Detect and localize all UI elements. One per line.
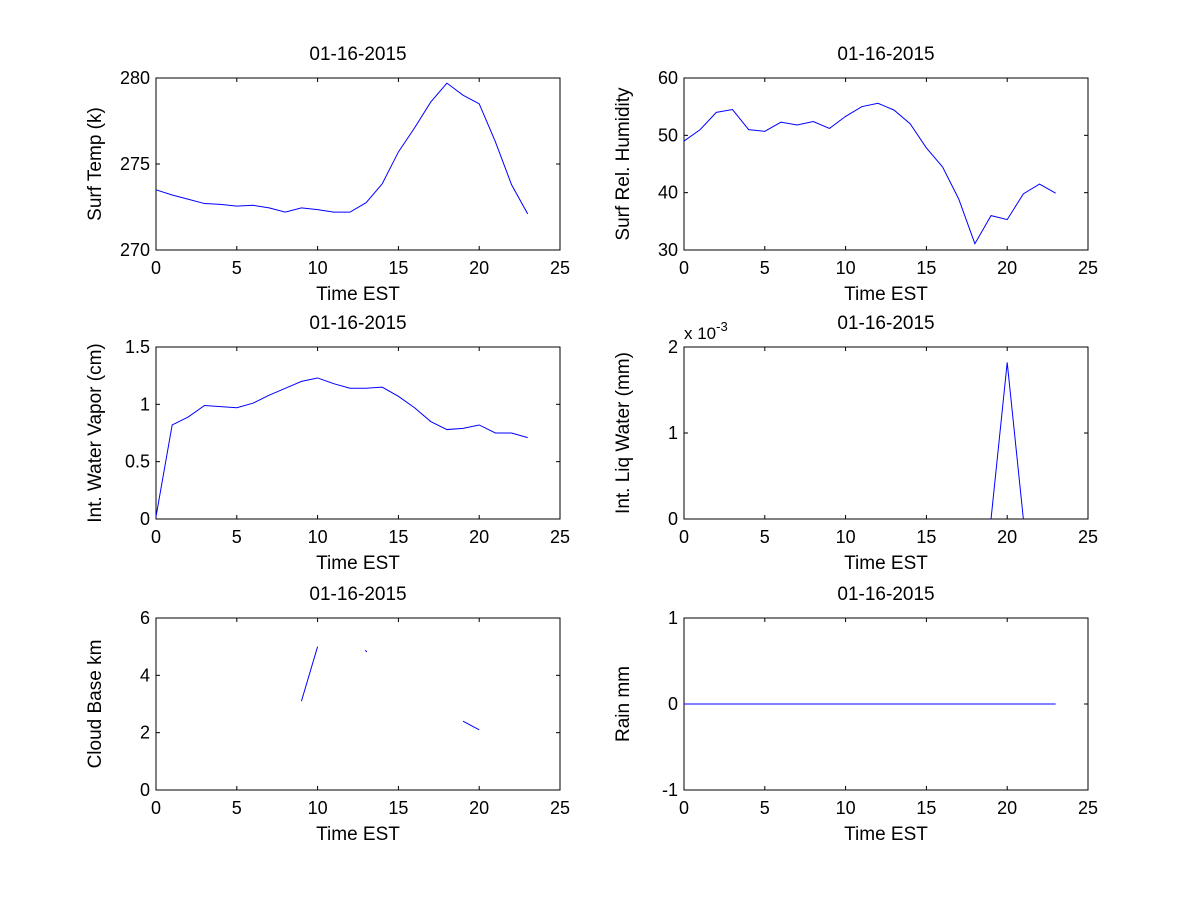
x-tick-label: 25 [1078, 798, 1098, 818]
x-tick-label: 10 [836, 527, 856, 547]
x-tick-label: 20 [997, 258, 1017, 278]
x-tick-label: 25 [550, 527, 570, 547]
y-tick-label: 1.5 [125, 337, 150, 357]
subplot-5: 0 5 10 15 20 25 0 2 4 6 01-16-2015 Time EST Cloud Ba… [85, 584, 570, 845]
x-tick-label: 25 [550, 798, 570, 818]
y-tick-label: 50 [658, 125, 678, 145]
axes-frame [683, 77, 1089, 251]
y-axis-label: Surf Temp (k) [85, 107, 106, 221]
x-tick-label: 5 [232, 527, 242, 547]
y-tick-label: 2 [140, 723, 150, 743]
x-tick-label: 20 [997, 527, 1017, 547]
x-tick-label: 10 [308, 798, 328, 818]
x-tick-label: 0 [679, 527, 689, 547]
x-tick-label: 0 [151, 527, 161, 547]
x-axis-label: Time EST [316, 553, 400, 574]
axes-frame [155, 77, 561, 251]
x-tick-label: 0 [679, 798, 689, 818]
x-tick-label: 20 [997, 798, 1017, 818]
x-tick-label: 5 [232, 258, 242, 278]
y-tick-label: 6 [140, 608, 150, 628]
axes-frame [683, 346, 1089, 520]
x-tick-label: 5 [760, 258, 770, 278]
x-tick-label: 20 [469, 258, 489, 278]
x-tick-label: 15 [916, 527, 936, 547]
x-tick-label: 15 [916, 258, 936, 278]
x-tick-label: 25 [550, 258, 570, 278]
y-axis-label: Int. Water Vapor (cm) [85, 343, 106, 522]
subplot-3: 0 5 10 15 20 25 0 0.5 1 1.5 01-16-2015 Time EST Int.… [85, 313, 570, 574]
x-tick-label: 15 [388, 258, 408, 278]
x-tick-label: 10 [836, 258, 856, 278]
axes-frame [155, 346, 561, 520]
y-tick-label: 280 [120, 68, 150, 88]
x-tick-label: 25 [1078, 527, 1098, 547]
y-tick-label: -1 [662, 780, 678, 800]
series-line-2 [364, 650, 368, 653]
y-tick-label: 0 [668, 694, 678, 714]
y-tick-label: 0 [668, 509, 678, 529]
series-line-1 [990, 362, 1024, 520]
x-tick-label: 15 [388, 527, 408, 547]
series-line-1 [683, 102, 1056, 245]
x-tick-label: 10 [308, 527, 328, 547]
x-tick-label: 5 [760, 527, 770, 547]
y-tick-label: 0 [140, 509, 150, 529]
y-tick-label: 30 [658, 240, 678, 260]
x-tick-label: 0 [151, 798, 161, 818]
series-line-1 [300, 646, 319, 702]
subplot-title: 01-16-2015 [309, 44, 406, 65]
x-tick-label: 10 [836, 798, 856, 818]
y-axis-label: Int. Liq Water (mm) [613, 352, 634, 514]
y-axis-label: Cloud Base km [85, 640, 106, 769]
x-axis-label: Time EST [844, 284, 928, 305]
y-tick-label: 1 [668, 608, 678, 628]
y-tick-label: 4 [140, 665, 150, 685]
x-tick-label: 20 [469, 798, 489, 818]
subplot-2: 0 5 10 15 20 25 30 40 50 60 01-16-2015 Time EST Surf… [613, 44, 1098, 305]
subplot-title: 01-16-2015 [837, 44, 934, 65]
y-tick-label: 2 [668, 337, 678, 357]
x-tick-label: 5 [232, 798, 242, 818]
x-tick-label: 0 [151, 258, 161, 278]
x-tick-label: 0 [679, 258, 689, 278]
y-tick-label: 40 [658, 183, 678, 203]
y-exponent-power: -3 [716, 319, 728, 334]
y-axis-label: Surf Rel. Humidity [613, 87, 634, 241]
y-tick-label: 275 [120, 154, 150, 174]
y-tick-label: 0.5 [125, 452, 150, 472]
y-tick-label: 1 [668, 423, 678, 443]
subplot-title: 01-16-2015 [837, 313, 934, 334]
x-tick-label: 15 [916, 798, 936, 818]
y-tick-label: 270 [120, 240, 150, 260]
x-axis-label: Time EST [316, 284, 400, 305]
x-axis-label: Time EST [316, 824, 400, 845]
x-tick-label: 5 [760, 798, 770, 818]
y-tick-label: 1 [140, 394, 150, 414]
y-tick-label: 60 [658, 68, 678, 88]
x-axis-label: Time EST [844, 553, 928, 574]
axes-frame [155, 617, 561, 791]
x-tick-label: 25 [1078, 258, 1098, 278]
y-axis-label: Rain mm [613, 666, 634, 742]
series-line-1 [155, 82, 529, 215]
subplot-1: 0 5 10 15 20 25 270 275 280 01-16-2015 Time EST Sur… [85, 44, 570, 305]
y-tick-label: 0 [140, 780, 150, 800]
x-tick-label: 10 [308, 258, 328, 278]
x-tick-label: 20 [469, 527, 489, 547]
x-tick-label: 15 [388, 798, 408, 818]
x-axis-label: Time EST [844, 824, 928, 845]
series-line-1 [155, 377, 528, 517]
subplot-title: 01-16-2015 [309, 313, 406, 334]
subplot-4: 0 5 10 15 20 25 0 1 2 01-16-2015 Time EST Int. Liq … [613, 313, 1098, 574]
subplot-title: 01-16-2015 [837, 584, 934, 605]
subplot-title: 01-16-2015 [309, 584, 406, 605]
series-line-3 [462, 720, 480, 731]
